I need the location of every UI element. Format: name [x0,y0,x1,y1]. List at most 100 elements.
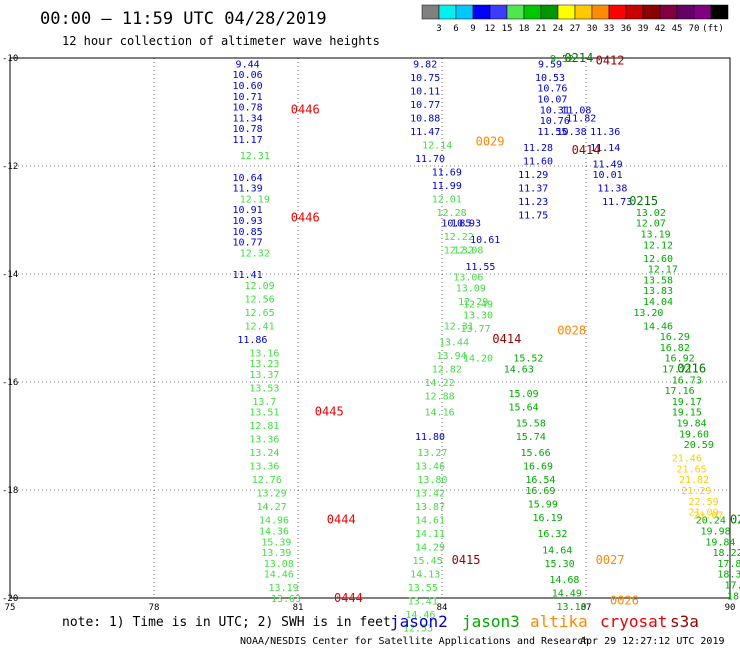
wave-height-values: 9.4410.0610.6010.7110.7811.3410.7811.171… [233,54,740,635]
wave-height-value: 19.84 [677,419,707,430]
wave-height-value: 13.39 [261,548,291,559]
wave-height-value: 19.98 [701,527,731,538]
color-scale-label: 70 [689,24,700,34]
wave-height-value: 16.29 [660,332,690,343]
wave-height-value: 11.60 [523,157,553,168]
wave-height-value: 14.13 [410,570,440,581]
wave-height-value: 11.37 [518,184,548,195]
wave-height-value: 12.09 [245,281,275,292]
wave-height-value: 16.69 [525,486,555,497]
wave-height-value: 18.33 [717,570,740,581]
wave-height-value: 11.41 [233,270,263,281]
wave-height-value: 9.52 [550,54,574,65]
wave-height-value: 10.93 [451,219,481,230]
wave-height-value: 14.22 [425,378,455,389]
wave-height-value: 18.22 [713,548,740,559]
wave-height-value: 13.51 [249,408,279,419]
wave-height-value: 11.49 [593,159,623,170]
wave-height-value: 10.71 [233,92,263,103]
wave-height-value: 13.58 [643,275,673,286]
wave-height-value: 10.64 [233,173,263,184]
color-scale-label: 30 [587,24,598,34]
wave-height-value: 10.88 [410,113,440,124]
wave-height-value: 21.07 [693,510,723,521]
wave-height-value: 12.60 [643,254,673,265]
wave-height-value: 13.19 [269,583,299,594]
color-scale-label: 3 [436,24,441,34]
wave-height-value: 21.29 [681,486,711,497]
wave-height-value: 13.77 [461,324,491,335]
wave-height-value: 12.56 [245,294,275,305]
wave-height-value: 14.11 [415,529,445,540]
y-tick-label: -18 [2,486,18,496]
pass-time-label: 0445 [315,405,344,419]
pass-time-label: 0029 [476,135,505,149]
wave-height-value: 13.30 [463,311,493,322]
wave-height-value: 11.23 [518,197,548,208]
wave-height-value: 11.36 [590,127,620,138]
wave-height-value: 11.34 [233,113,263,124]
color-scale-swatch [523,4,542,20]
wave-height-value: 10.93 [233,216,263,227]
color-scale-swatch [642,4,661,20]
wave-height-value: 19.60 [679,429,709,440]
wave-height-value: 21.65 [677,464,707,475]
color-scale-swatch [676,4,695,20]
wave-height-value: 11.47 [410,127,440,138]
wave-height-value: 17.84 [717,559,740,570]
color-scale-swatch [659,4,678,20]
wave-height-value: 13.19 [641,230,671,241]
wave-height-value: 12.31 [240,151,270,162]
wave-height-value: 11.82 [566,113,596,124]
wave-height-value: 12.32 [444,246,474,257]
wave-height-value: 12.82 [432,365,462,376]
color-scale-swatch [421,4,440,20]
color-scale-swatch [506,4,525,20]
wave-height-value: 10.61 [470,235,500,246]
color-scale-label: 36 [621,24,632,34]
pass-time-label: 0415 [452,553,481,567]
pass-time-label: 0028 [557,324,586,338]
wave-height-value: 17.18 [725,581,740,592]
x-tick-label: 81 [293,603,304,613]
wave-height-value: 11.69 [432,167,462,178]
pass-time-label: 0026 [610,594,639,608]
x-tick-label: 78 [149,603,160,613]
wave-height-value: 20.59 [684,440,714,451]
color-scale-swatch [489,4,508,20]
color-scale-label: 27 [570,24,581,34]
wave-height-value: 10.31 [540,105,570,116]
wave-height-value: 15.30 [545,559,575,570]
wave-height-value: 22.59 [689,497,719,508]
wave-height-value: 12.17 [648,265,678,276]
wave-height-value: 16.82 [660,343,690,354]
wave-height-value: 14.61 [415,516,445,527]
wave-height-value: 11.38 [597,184,627,195]
pass-time-label: 0444 [327,513,356,527]
wave-height-value: 13.7 [252,397,276,408]
color-scale-label: (ft) [702,24,724,34]
wave-height-value: 10.07 [537,95,567,106]
wave-height-value: 11.75 [518,211,548,222]
wave-height-value: 11.17 [233,135,263,146]
credit-text: NOAA/NESDIS Center for Satellite Applica… [240,636,589,647]
wave-height-value: 14.16 [425,408,455,419]
wave-height-value: 17.16 [665,386,695,397]
wave-height-value: 12.49 [463,300,493,311]
wave-height-value: 14.20 [463,354,493,365]
x-tick-label: 90 [725,603,736,613]
wave-height-value: 11.08 [561,105,591,116]
wave-height-value: 13.08 [264,559,294,570]
pass-time-label: 0444 [334,591,363,605]
wave-height-value: 10.76 [537,84,567,95]
y-tick-label: -20 [2,594,18,604]
wave-height-value: 19.84 [705,537,735,548]
wave-height-value: 11.99 [432,181,462,192]
wave-height-value: 18.37 [727,591,740,602]
wave-height-value: 12.12 [643,240,673,251]
wave-height-value: 10.76 [540,116,570,127]
wave-height-value: 12.19 [240,194,270,205]
wave-height-value: 11.80 [415,432,445,443]
wave-height-value: 10.77 [410,100,440,111]
pass-time-labels: 0446 0446 0445 0444 0444 0414 0412 0414 0415 0029… [291,51,740,608]
